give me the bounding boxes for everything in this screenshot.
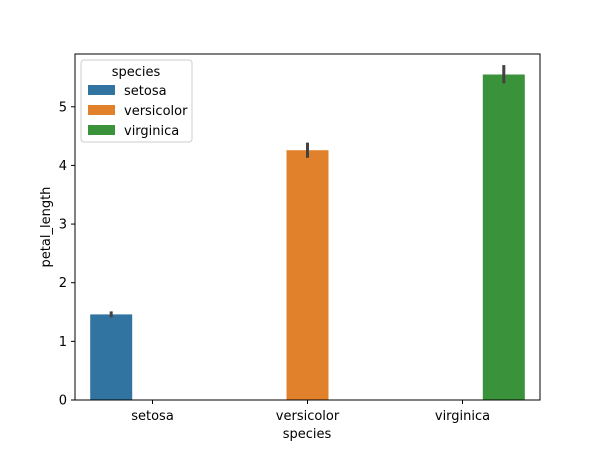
y-axis-label: petal_length bbox=[39, 187, 54, 268]
y-tick-label: 1 bbox=[59, 335, 67, 350]
x-tick-label: versicolor bbox=[276, 409, 340, 424]
legend-swatch-virginica bbox=[88, 125, 115, 135]
bar-virginica bbox=[482, 74, 525, 400]
legend-title: species bbox=[112, 65, 161, 80]
legend-items: setosa versicolor virginica bbox=[88, 84, 188, 139]
bar-versicolor bbox=[286, 150, 329, 400]
x-axis-label: species bbox=[283, 427, 332, 442]
legend-swatch-setosa bbox=[88, 85, 115, 95]
error-bars-layer bbox=[109, 65, 506, 318]
legend-label-versicolor: versicolor bbox=[124, 104, 188, 119]
x-axis: setosa versicolor virginica bbox=[131, 400, 490, 424]
bars-layer bbox=[90, 74, 525, 400]
y-tick-label: 4 bbox=[59, 159, 67, 174]
legend-swatch-versicolor bbox=[88, 105, 115, 115]
y-tick-label: 5 bbox=[59, 100, 67, 115]
x-tick-label: virginica bbox=[435, 409, 490, 424]
legend-label-setosa: setosa bbox=[124, 84, 167, 99]
legend-label-virginica: virginica bbox=[124, 124, 179, 139]
x-tick-label: setosa bbox=[131, 409, 174, 424]
legend: species setosa versicolor virginica bbox=[80, 59, 193, 143]
bar-setosa bbox=[90, 314, 133, 400]
y-tick-label: 0 bbox=[59, 394, 67, 409]
y-tick-label: 2 bbox=[59, 276, 67, 291]
y-tick-label: 3 bbox=[59, 218, 67, 233]
legend-box bbox=[80, 59, 193, 143]
y-axis: 0 1 2 3 4 5 bbox=[59, 100, 75, 409]
